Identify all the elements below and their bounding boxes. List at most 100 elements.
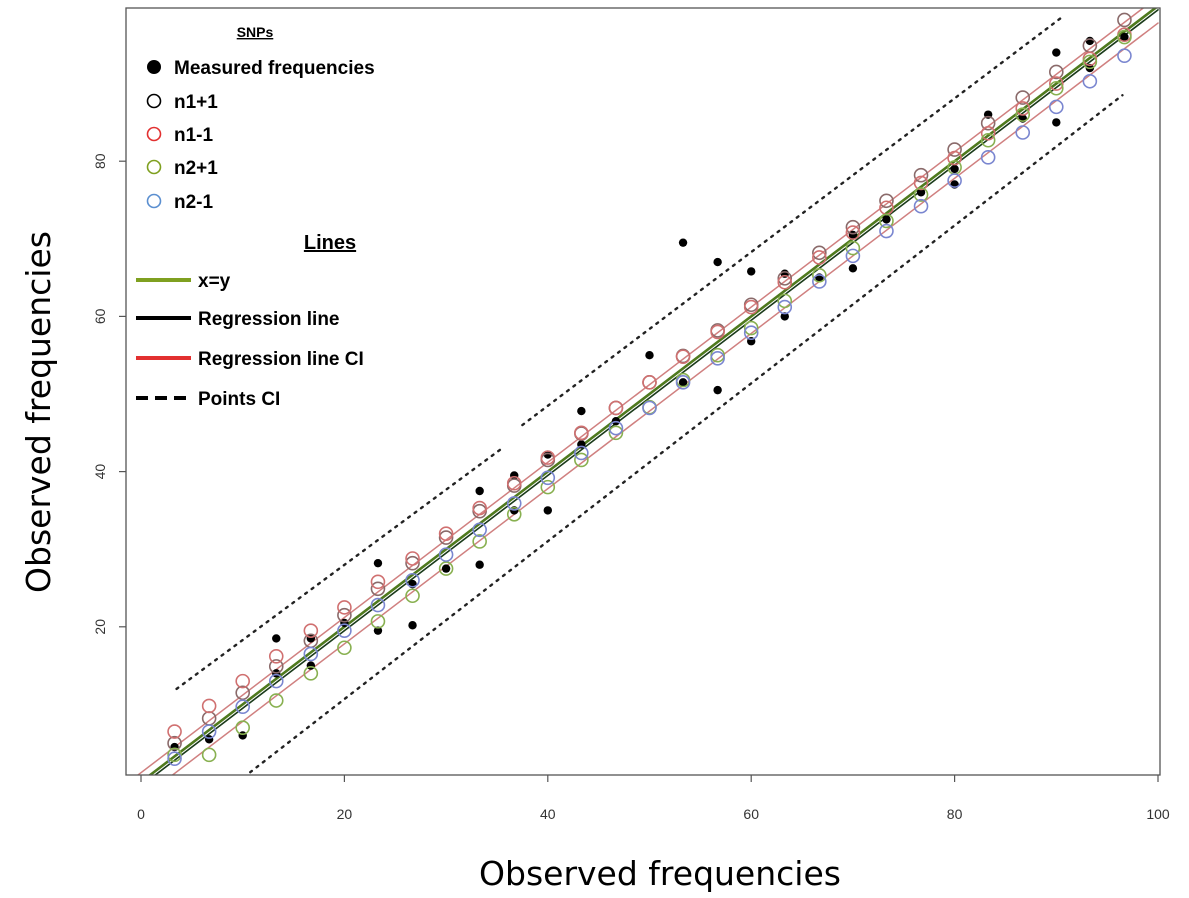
point-n1-1 xyxy=(506,475,522,491)
y-axis-title: Observed frequencies xyxy=(19,231,58,593)
legend-label: n1-1 xyxy=(174,125,214,146)
point-n2-1 xyxy=(845,248,861,264)
x-tick-label: 60 xyxy=(743,806,759,822)
point-n1-1 xyxy=(710,324,725,340)
point-n1-1 xyxy=(1117,12,1132,28)
point-n2-1 xyxy=(540,470,556,486)
point-n1-1 xyxy=(608,400,624,416)
point-n1-1 xyxy=(438,530,454,545)
point-n1-1 xyxy=(370,581,386,597)
point-n1-1 xyxy=(675,349,691,365)
x-tick-label: 20 xyxy=(337,806,353,822)
plot-frame xyxy=(125,7,1161,776)
point-measured-frequencies xyxy=(713,257,722,267)
point-n2-1 xyxy=(812,267,827,283)
x-tick-label: 40 xyxy=(540,806,556,822)
x-tick-label: 80 xyxy=(947,806,963,822)
point-n1-1 xyxy=(777,274,793,290)
point-n1-1 xyxy=(235,673,250,689)
point-n2-1 xyxy=(438,561,454,576)
point-n1-1 xyxy=(167,735,182,751)
point-measured-frequencies xyxy=(848,264,858,273)
point-n2-1 xyxy=(370,597,386,613)
legend-marker xyxy=(146,193,162,209)
point-n1-1 xyxy=(337,600,352,615)
legend: SNPs Measured frequencies n1+1 n1-1 n2+1 n2-1… xyxy=(136,24,375,410)
point-n2-1 xyxy=(370,614,386,629)
point-measured-frequencies xyxy=(1052,48,1061,57)
line-points-ci-upper xyxy=(521,16,1063,427)
point-n2-1 xyxy=(268,693,284,708)
point-n2-1 xyxy=(1015,107,1031,122)
point-n2-1 xyxy=(438,547,454,562)
point-measured-frequencies xyxy=(238,731,247,740)
plot-points xyxy=(167,12,1132,767)
point-n2-1 xyxy=(1117,29,1132,45)
legend-label: Points CI xyxy=(198,389,280,410)
point-n1-1 xyxy=(913,175,929,191)
point-n1-1 xyxy=(947,150,962,166)
point-measured-frequencies xyxy=(475,486,484,496)
legend-label: n2-1 xyxy=(174,192,214,213)
point-n2-1 xyxy=(1117,48,1132,63)
line-regression-line-ci-lower xyxy=(171,22,1159,775)
y-tick-label: 80 xyxy=(92,153,108,169)
legend-marker xyxy=(146,159,162,175)
point-n1-1 xyxy=(1049,64,1064,80)
point-n1-1 xyxy=(879,193,894,209)
point-n2-1 xyxy=(235,699,250,715)
y-tick-label: 60 xyxy=(92,308,108,324)
legend-label: n2+1 xyxy=(174,158,218,179)
point-n1-1 xyxy=(438,526,454,541)
line-points-ci-upper xyxy=(175,447,504,691)
point-measured-frequencies xyxy=(373,558,383,568)
point-n1-1 xyxy=(235,685,250,701)
point-n1-1 xyxy=(201,698,217,714)
point-n2-1 xyxy=(506,496,522,511)
point-n2-1 xyxy=(1082,54,1098,70)
point-measured-frequencies xyxy=(204,735,214,744)
point-n2-1 xyxy=(913,198,929,214)
x-axis-title: Observed frequencies xyxy=(479,854,841,893)
point-measured-frequencies xyxy=(713,385,722,395)
point-n2-1 xyxy=(710,351,725,366)
point-measured-frequencies xyxy=(340,618,349,628)
plot-lines xyxy=(136,8,1159,775)
point-measured-frequencies xyxy=(306,661,316,670)
point-n2-1 xyxy=(201,724,217,739)
point-measured-frequencies xyxy=(882,215,891,224)
point-measured-frequencies xyxy=(950,164,959,174)
point-measured-frequencies xyxy=(747,267,756,276)
line-x-y xyxy=(148,8,1158,775)
y-tick-label: 20 xyxy=(92,619,108,635)
legend-label: Regression line xyxy=(198,309,340,330)
legend-label: x=y xyxy=(198,271,231,292)
point-n1-1 xyxy=(1049,76,1064,91)
point-measured-frequencies xyxy=(780,312,789,321)
point-n1-1 xyxy=(845,225,861,240)
point-n2-1 xyxy=(879,223,894,239)
point-n2-1 xyxy=(167,751,182,767)
point-n2-1 xyxy=(980,150,996,165)
point-n2-1 xyxy=(337,623,352,638)
point-n1-1 xyxy=(743,299,759,315)
point-n1-1 xyxy=(812,250,827,265)
point-n1-1 xyxy=(268,648,284,664)
point-measured-frequencies xyxy=(543,506,552,515)
legend-marker xyxy=(146,126,162,142)
point-measured-frequencies xyxy=(543,450,552,459)
legend-snps-heading: SNPs xyxy=(237,24,274,40)
line-regression-line xyxy=(153,9,1159,775)
point-n1-1 xyxy=(472,500,487,516)
point-n2-1 xyxy=(913,187,929,202)
point-n2-1 xyxy=(980,132,996,148)
point-n1-1 xyxy=(268,659,284,674)
point-n2-1 xyxy=(947,173,962,188)
point-measured-frequencies xyxy=(272,634,281,643)
point-n2-1 xyxy=(337,640,352,656)
point-measured-frequencies xyxy=(408,621,417,630)
point-n2-1 xyxy=(167,747,182,763)
point-measured-frequencies xyxy=(475,560,484,569)
point-measured-frequencies xyxy=(916,188,926,197)
legend-label: n1+1 xyxy=(174,92,218,113)
